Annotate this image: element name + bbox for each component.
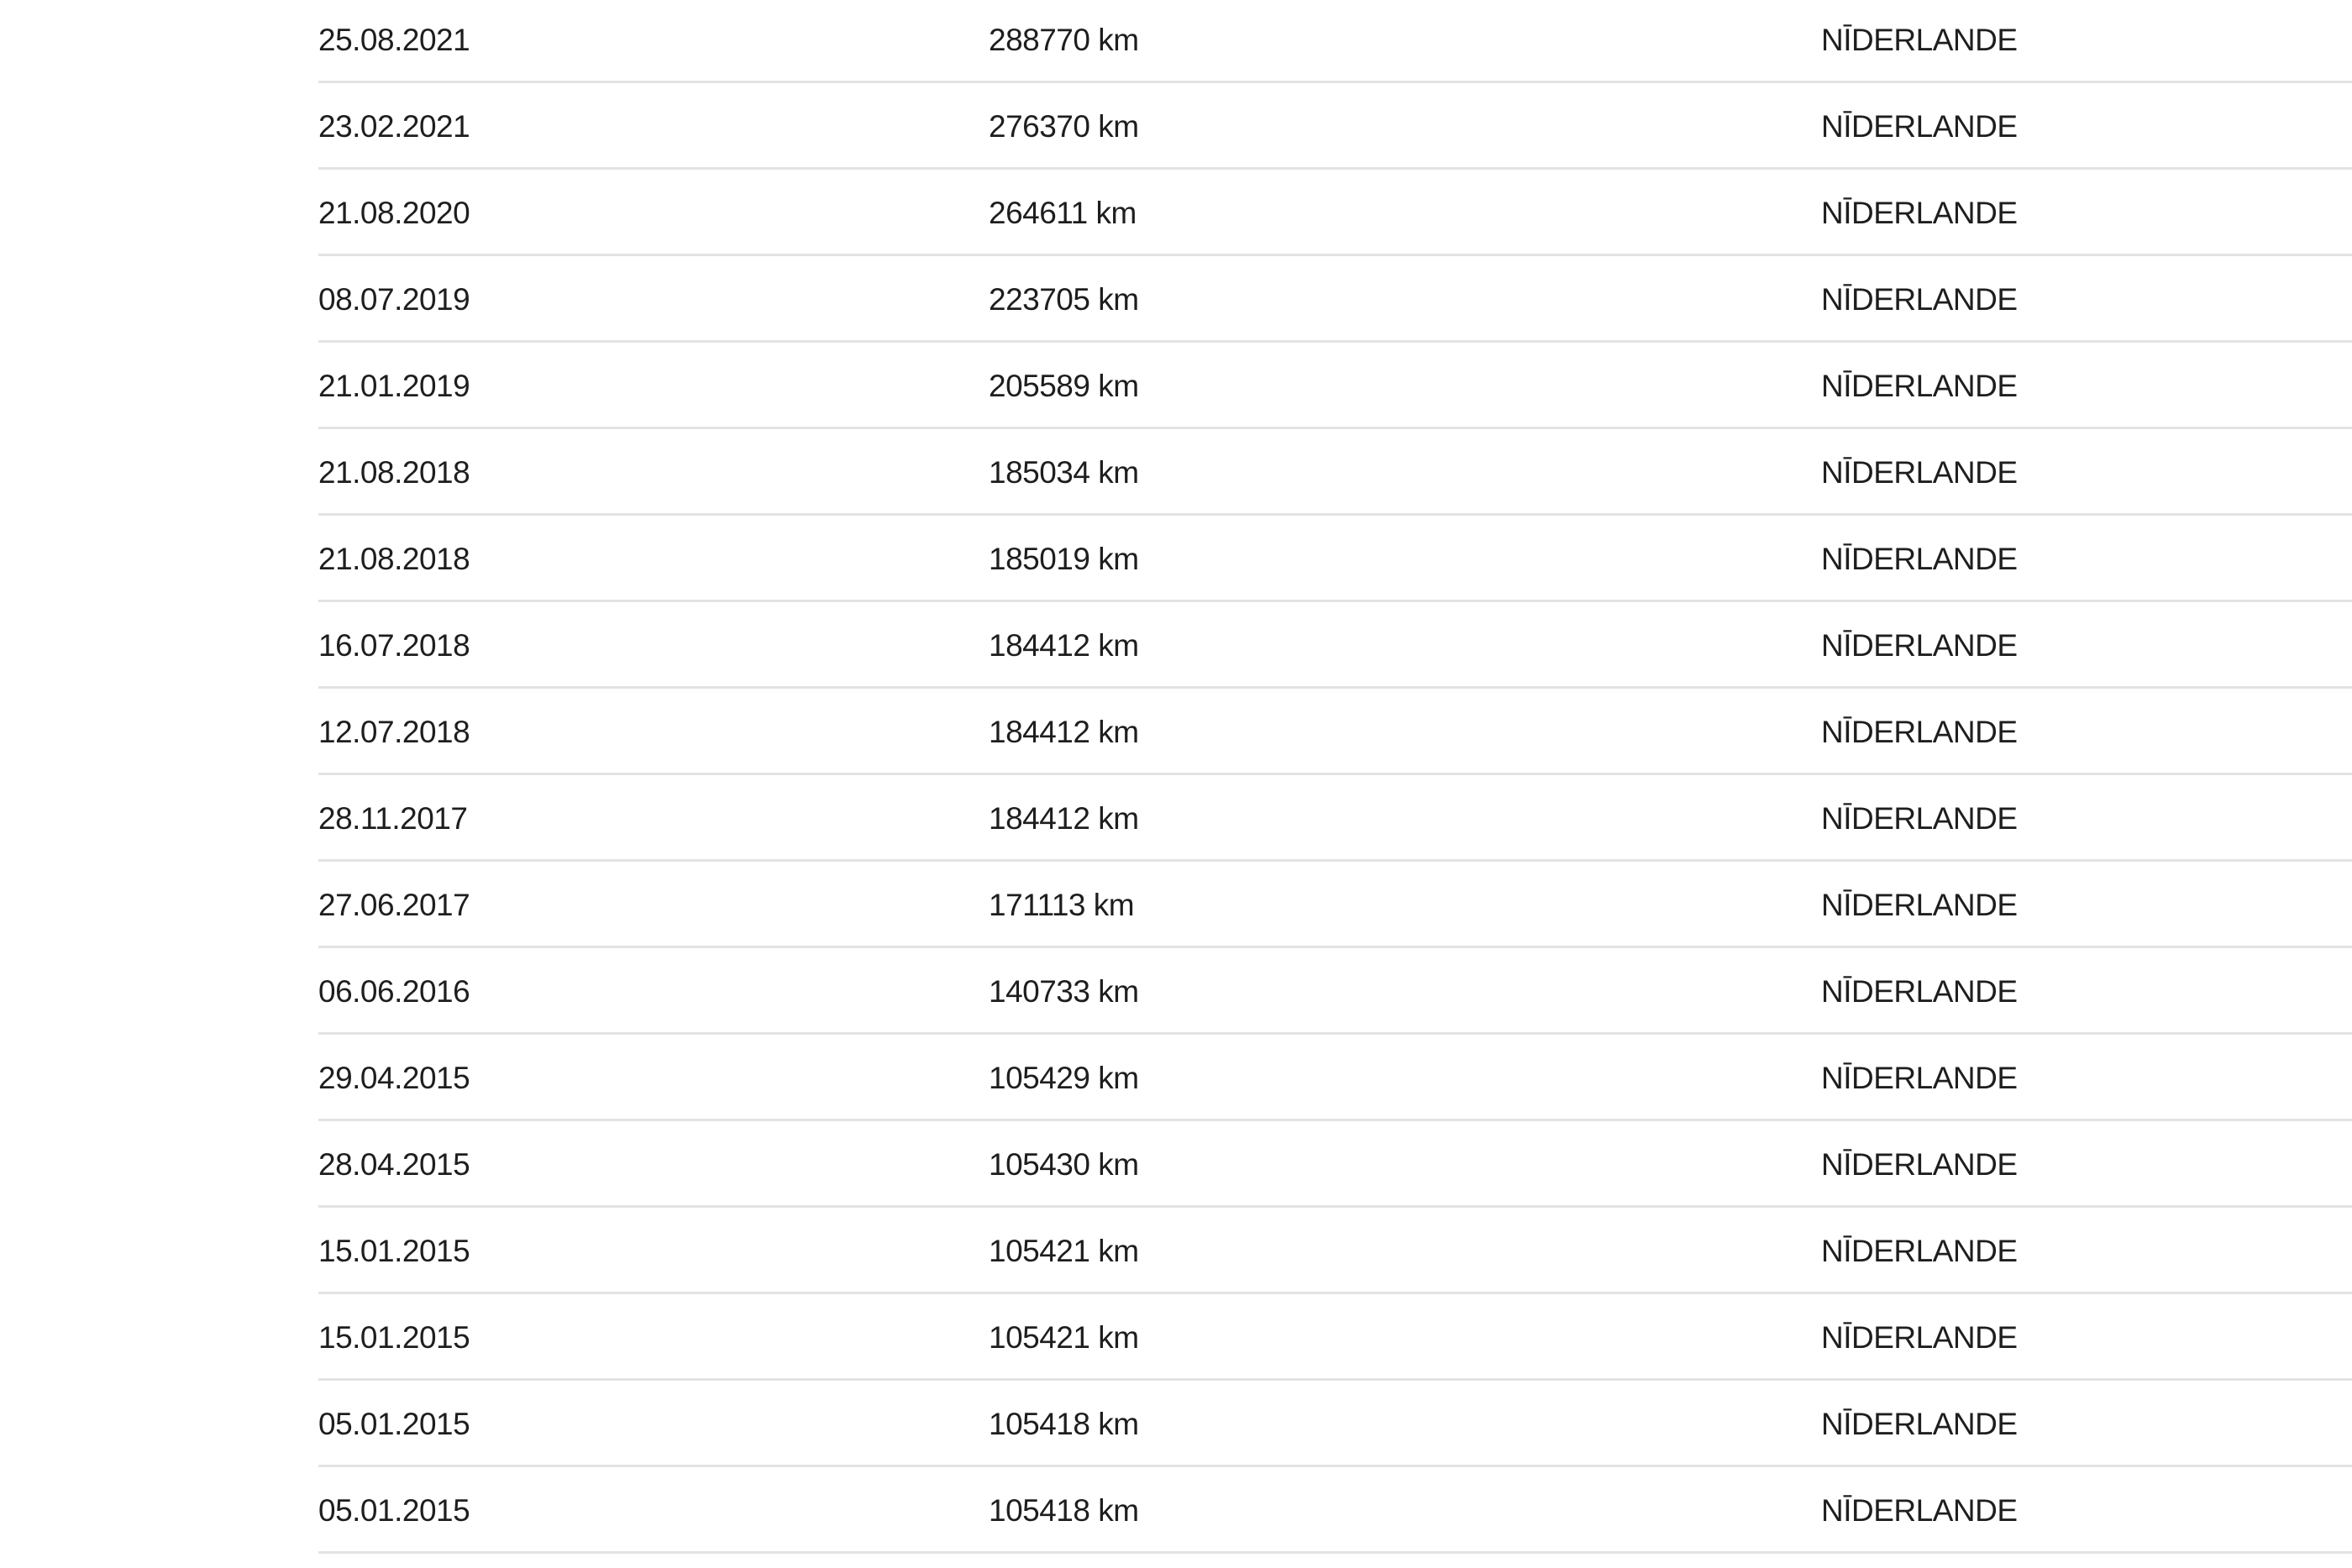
table-row: 21.01.2019 205589 km NĪDERLANDE	[318, 343, 2352, 429]
mileage-cell: 276370 km	[989, 109, 1139, 144]
table-row: 29.04.2015 105429 km NĪDERLANDE	[318, 1035, 2352, 1121]
date-cell: 15.01.2015	[318, 1320, 470, 1355]
date-cell: 27.06.2017	[318, 888, 470, 922]
table-row: 05.01.2015 105418 km NĪDERLANDE	[318, 1467, 2352, 1554]
mileage-cell: 184412 km	[989, 715, 1139, 749]
date-cell: 28.11.2017	[318, 801, 468, 836]
mileage-cell: 105418 km	[989, 1493, 1139, 1528]
mileage-cell: 140733 km	[989, 974, 1139, 1009]
table-row: 06.06.2016 140733 km NĪDERLANDE	[318, 948, 2352, 1035]
mileage-cell: 105418 km	[989, 1407, 1139, 1441]
date-cell: 16.07.2018	[318, 628, 470, 663]
date-cell: 21.08.2020	[318, 196, 470, 230]
country-cell: NĪDERLANDE	[1821, 1407, 2018, 1441]
table-row: 15.01.2015 105421 km NĪDERLANDE	[318, 1208, 2352, 1294]
table-row: 12.07.2018 184412 km NĪDERLANDE	[318, 689, 2352, 775]
date-cell: 05.01.2015	[318, 1493, 470, 1528]
date-cell: 21.01.2019	[318, 369, 470, 403]
date-cell: 25.08.2021	[318, 23, 470, 57]
country-cell: NĪDERLANDE	[1821, 282, 2018, 317]
table-row: 28.04.2015 105430 km NĪDERLANDE	[318, 1121, 2352, 1208]
country-cell: NĪDERLANDE	[1821, 1234, 2018, 1268]
country-cell: NĪDERLANDE	[1821, 455, 2018, 490]
mileage-cell: 171113 km	[989, 888, 1135, 922]
country-cell: NĪDERLANDE	[1821, 888, 2018, 922]
country-cell: NĪDERLANDE	[1821, 715, 2018, 749]
date-cell: 12.07.2018	[318, 715, 470, 749]
country-cell: NĪDERLANDE	[1821, 1147, 2018, 1182]
country-cell: NĪDERLANDE	[1821, 628, 2018, 663]
date-cell: 08.07.2019	[318, 282, 470, 317]
table-row: 08.07.2019 223705 km NĪDERLANDE	[318, 256, 2352, 343]
country-cell: NĪDERLANDE	[1821, 974, 2018, 1009]
mileage-cell: 205589 km	[989, 369, 1139, 403]
mileage-cell: 185019 km	[989, 542, 1139, 576]
date-cell: 21.08.2018	[318, 542, 470, 576]
table-row: 23.02.2021 276370 km NĪDERLANDE	[318, 83, 2352, 170]
mileage-history-table: 25.08.2021 288770 km NĪDERLANDE 23.02.2021 2…	[318, 0, 2352, 1554]
mileage-cell: 105421 km	[989, 1234, 1139, 1268]
country-cell: NĪDERLANDE	[1821, 369, 2018, 403]
table-row: 21.08.2018 185019 km NĪDERLANDE	[318, 516, 2352, 602]
date-cell: 23.02.2021	[318, 109, 470, 144]
table-row: 16.07.2018 184412 km NĪDERLANDE	[318, 602, 2352, 689]
mileage-cell: 288770 km	[989, 23, 1139, 57]
table-row: 15.01.2015 105421 km NĪDERLANDE	[318, 1294, 2352, 1381]
table-row: 25.08.2021 288770 km NĪDERLANDE	[318, 0, 2352, 83]
date-cell: 29.04.2015	[318, 1061, 470, 1095]
country-cell: NĪDERLANDE	[1821, 1493, 2018, 1528]
mileage-cell: 105429 km	[989, 1061, 1139, 1095]
date-cell: 28.04.2015	[318, 1147, 470, 1182]
country-cell: NĪDERLANDE	[1821, 23, 2018, 57]
date-cell: 21.08.2018	[318, 455, 470, 490]
table-row: 27.06.2017 171113 km NĪDERLANDE	[318, 862, 2352, 948]
mileage-cell: 264611 km	[989, 196, 1137, 230]
mileage-cell: 223705 km	[989, 282, 1139, 317]
date-cell: 15.01.2015	[318, 1234, 470, 1268]
mileage-cell: 184412 km	[989, 628, 1139, 663]
table-row: 21.08.2018 185034 km NĪDERLANDE	[318, 429, 2352, 516]
table-row: 21.08.2020 264611 km NĪDERLANDE	[318, 170, 2352, 256]
mileage-cell: 184412 km	[989, 801, 1139, 836]
country-cell: NĪDERLANDE	[1821, 542, 2018, 576]
table-row: 05.01.2015 105418 km NĪDERLANDE	[318, 1381, 2352, 1467]
country-cell: NĪDERLANDE	[1821, 109, 2018, 144]
country-cell: NĪDERLANDE	[1821, 1320, 2018, 1355]
date-cell: 06.06.2016	[318, 974, 470, 1009]
mileage-cell: 185034 km	[989, 455, 1139, 490]
mileage-cell: 105421 km	[989, 1320, 1139, 1355]
date-cell: 05.01.2015	[318, 1407, 470, 1441]
mileage-cell: 105430 km	[989, 1147, 1139, 1182]
country-cell: NĪDERLANDE	[1821, 1061, 2018, 1095]
country-cell: NĪDERLANDE	[1821, 801, 2018, 836]
table-row: 28.11.2017 184412 km NĪDERLANDE	[318, 775, 2352, 862]
country-cell: NĪDERLANDE	[1821, 196, 2018, 230]
